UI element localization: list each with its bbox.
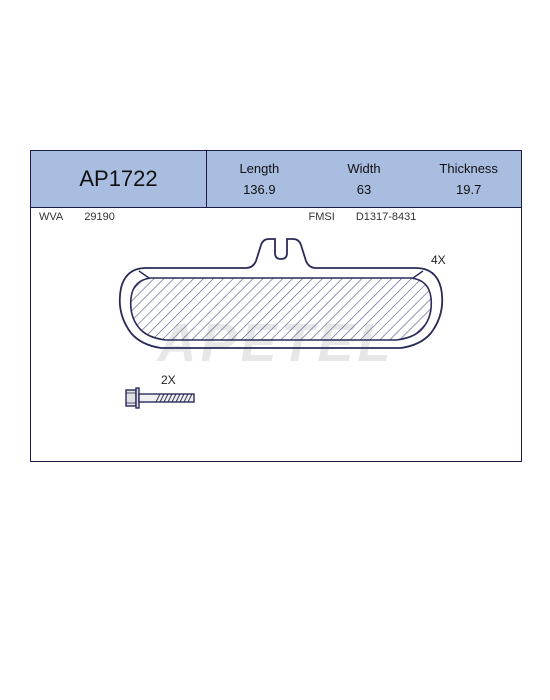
bolt-qty-label: 2X	[161, 373, 176, 387]
codes-left: WVA 29190	[39, 211, 244, 223]
bolt-icon	[126, 388, 194, 408]
wva-key: WVA	[39, 211, 63, 223]
dim-length: Length 136.9	[207, 151, 312, 207]
spec-card: AP1722 Length 136.9 Width 63 Thickness 1…	[30, 150, 522, 462]
dim-length-value: 136.9	[243, 182, 276, 197]
diagram-area: APETEL	[31, 223, 521, 453]
page: AP1722 Length 136.9 Width 63 Thickness 1…	[0, 0, 550, 700]
wva-value: 29190	[84, 211, 115, 223]
dim-thickness-label: Thickness	[439, 161, 498, 176]
part-number: AP1722	[79, 166, 157, 192]
codes-right: FMSI D1317-8431	[244, 211, 514, 223]
dim-thickness-value: 19.7	[456, 182, 481, 197]
pad-qty-label: 4X	[431, 253, 446, 267]
diagram-svg	[31, 223, 521, 453]
dimensions-cell: Length 136.9 Width 63 Thickness 19.7	[207, 151, 521, 207]
fmsi-value: D1317-8431	[356, 211, 417, 223]
dim-thickness: Thickness 19.7	[416, 151, 521, 207]
dim-width: Width 63	[312, 151, 417, 207]
dim-width-value: 63	[357, 182, 371, 197]
dim-length-label: Length	[239, 161, 279, 176]
brake-pad-icon	[120, 239, 443, 348]
dim-width-label: Width	[347, 161, 380, 176]
header-row: AP1722 Length 136.9 Width 63 Thickness 1…	[31, 151, 521, 208]
codes-row: WVA 29190 FMSI D1317-8431	[31, 208, 521, 223]
part-number-cell: AP1722	[31, 151, 207, 207]
fmsi-key: FMSI	[309, 211, 335, 223]
